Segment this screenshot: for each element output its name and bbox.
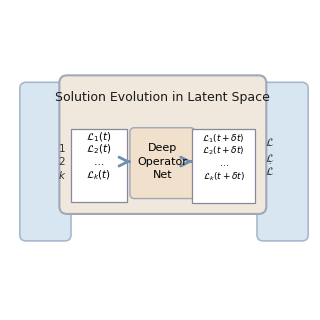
Text: 1: 1 (58, 144, 65, 154)
Text: $\mathcal{L}_2(t + \delta t)$: $\mathcal{L}_2(t + \delta t)$ (203, 145, 245, 157)
Text: Deep: Deep (148, 143, 177, 153)
Text: Net: Net (153, 171, 172, 180)
Text: $\ldots$: $\ldots$ (219, 159, 228, 168)
Text: $k$: $k$ (58, 170, 66, 181)
FancyBboxPatch shape (20, 82, 71, 241)
Text: $\dot{\mathcal{L}}$: $\dot{\mathcal{L}}$ (265, 163, 274, 179)
Text: $\mathcal{L}$: $\mathcal{L}$ (265, 152, 274, 164)
Text: $\mathcal{L}$: $\mathcal{L}$ (265, 136, 274, 148)
FancyBboxPatch shape (130, 128, 195, 198)
Text: 2: 2 (58, 157, 65, 167)
FancyBboxPatch shape (192, 129, 255, 203)
Text: $\mathcal{L}_2(t)$: $\mathcal{L}_2(t)$ (86, 142, 112, 156)
FancyBboxPatch shape (71, 129, 127, 202)
Text: $\ldots$: $\ldots$ (93, 157, 104, 167)
Text: $\mathcal{L}_k(t)$: $\mathcal{L}_k(t)$ (86, 169, 111, 182)
Text: $\mathcal{L}_1(t + \delta t)$: $\mathcal{L}_1(t + \delta t)$ (203, 132, 245, 145)
FancyBboxPatch shape (257, 82, 308, 241)
FancyBboxPatch shape (60, 75, 266, 214)
Text: $\mathcal{L}_k(t + \delta t)$: $\mathcal{L}_k(t + \delta t)$ (203, 171, 245, 183)
Text: Solution Evolution in Latent Space: Solution Evolution in Latent Space (55, 91, 270, 104)
Text: Operator: Operator (138, 156, 188, 167)
Text: $\mathcal{L}_1(t)$: $\mathcal{L}_1(t)$ (86, 130, 112, 144)
